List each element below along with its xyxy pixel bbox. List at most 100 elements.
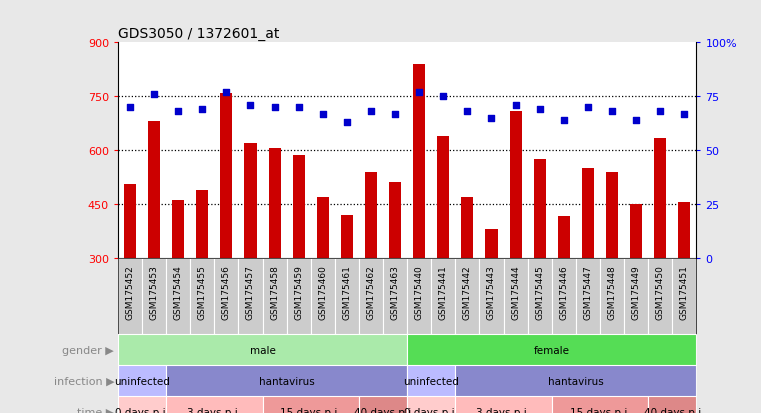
Text: 40 days p.i: 40 days p.i (644, 407, 701, 413)
Bar (407, 335, 696, 366)
Bar (383, 258, 407, 335)
Text: GSM175451: GSM175451 (680, 264, 689, 319)
Point (172, 109, 184, 115)
Bar (142, 258, 166, 335)
Bar (263, 396, 359, 413)
Bar (552, 396, 648, 413)
Bar (148, 122, 160, 258)
Text: uninfected: uninfected (403, 376, 459, 386)
Bar (533, 160, 546, 258)
Bar (238, 258, 263, 335)
Text: GSM175445: GSM175445 (535, 264, 544, 319)
Point (533, 107, 546, 113)
Point (317, 111, 329, 118)
Text: GSM175460: GSM175460 (318, 264, 327, 319)
Point (630, 117, 642, 124)
Bar (287, 258, 310, 335)
Text: male: male (250, 345, 275, 355)
Text: GSM175440: GSM175440 (415, 264, 424, 319)
Bar (310, 258, 335, 335)
Bar (190, 258, 215, 335)
Point (221, 90, 233, 96)
Bar (263, 258, 287, 335)
Bar (654, 138, 666, 258)
Point (510, 102, 522, 109)
Bar (431, 258, 455, 335)
Text: female: female (533, 345, 570, 355)
Text: 3 days p.i.: 3 days p.i. (187, 407, 241, 413)
Bar (504, 258, 527, 335)
Bar (678, 203, 690, 258)
Point (413, 90, 425, 96)
Text: GSM175449: GSM175449 (632, 264, 641, 319)
Bar (558, 217, 570, 258)
Point (558, 117, 570, 124)
Bar (118, 396, 166, 413)
Text: GSM175456: GSM175456 (222, 264, 231, 319)
Text: GSM175448: GSM175448 (607, 264, 616, 319)
Text: GSM175461: GSM175461 (342, 264, 352, 319)
Point (365, 109, 377, 115)
Point (389, 111, 401, 118)
Bar (407, 396, 455, 413)
Bar (124, 185, 136, 258)
Text: GSM175458: GSM175458 (270, 264, 279, 319)
Bar (407, 258, 431, 335)
Text: 40 days p.i: 40 days p.i (355, 407, 412, 413)
Text: 15 days p.i.: 15 days p.i. (569, 407, 630, 413)
Bar (600, 258, 624, 335)
Bar (479, 258, 504, 335)
Point (269, 104, 281, 111)
Point (581, 104, 594, 111)
Bar (365, 172, 377, 258)
Text: 3 days p.i.: 3 days p.i. (476, 407, 530, 413)
Text: GSM175463: GSM175463 (390, 264, 400, 319)
Bar (438, 136, 449, 258)
Bar (341, 215, 353, 258)
Bar (269, 149, 281, 258)
Bar (606, 172, 618, 258)
Bar (335, 258, 359, 335)
Text: GDS3050 / 1372601_at: GDS3050 / 1372601_at (118, 27, 279, 41)
Text: hantavirus: hantavirus (548, 376, 603, 386)
Bar (359, 258, 383, 335)
Text: 15 days p.i.: 15 days p.i. (280, 407, 341, 413)
Bar (293, 156, 304, 258)
Text: GSM175450: GSM175450 (656, 264, 664, 319)
Point (606, 109, 618, 115)
Text: GSM175454: GSM175454 (174, 264, 183, 319)
Point (461, 109, 473, 115)
Point (486, 115, 498, 122)
Text: 0 days p.i.: 0 days p.i. (115, 407, 169, 413)
Text: GSM175441: GSM175441 (439, 264, 447, 319)
Bar (576, 258, 600, 335)
Text: gender ▶: gender ▶ (62, 345, 114, 355)
Bar (166, 258, 190, 335)
Point (437, 94, 449, 100)
Text: GSM175452: GSM175452 (126, 264, 135, 319)
Bar (413, 65, 425, 258)
Bar (166, 366, 407, 396)
Point (196, 107, 209, 113)
Text: GSM175457: GSM175457 (246, 264, 255, 319)
Bar (407, 366, 455, 396)
Point (341, 119, 353, 126)
Text: GSM175443: GSM175443 (487, 264, 496, 319)
Bar (215, 258, 238, 335)
Text: GSM175446: GSM175446 (559, 264, 568, 319)
Bar (510, 112, 521, 258)
Bar (455, 258, 479, 335)
Text: GSM175453: GSM175453 (150, 264, 158, 319)
Bar (630, 204, 642, 258)
Bar (648, 258, 672, 335)
Point (292, 104, 304, 111)
Bar (244, 144, 256, 258)
Bar (359, 396, 407, 413)
Bar (672, 258, 696, 335)
Text: infection ▶: infection ▶ (53, 376, 114, 386)
Bar (648, 396, 696, 413)
Text: GSM175444: GSM175444 (511, 264, 520, 319)
Text: GSM175447: GSM175447 (584, 264, 592, 319)
Bar (527, 258, 552, 335)
Bar (389, 183, 401, 258)
